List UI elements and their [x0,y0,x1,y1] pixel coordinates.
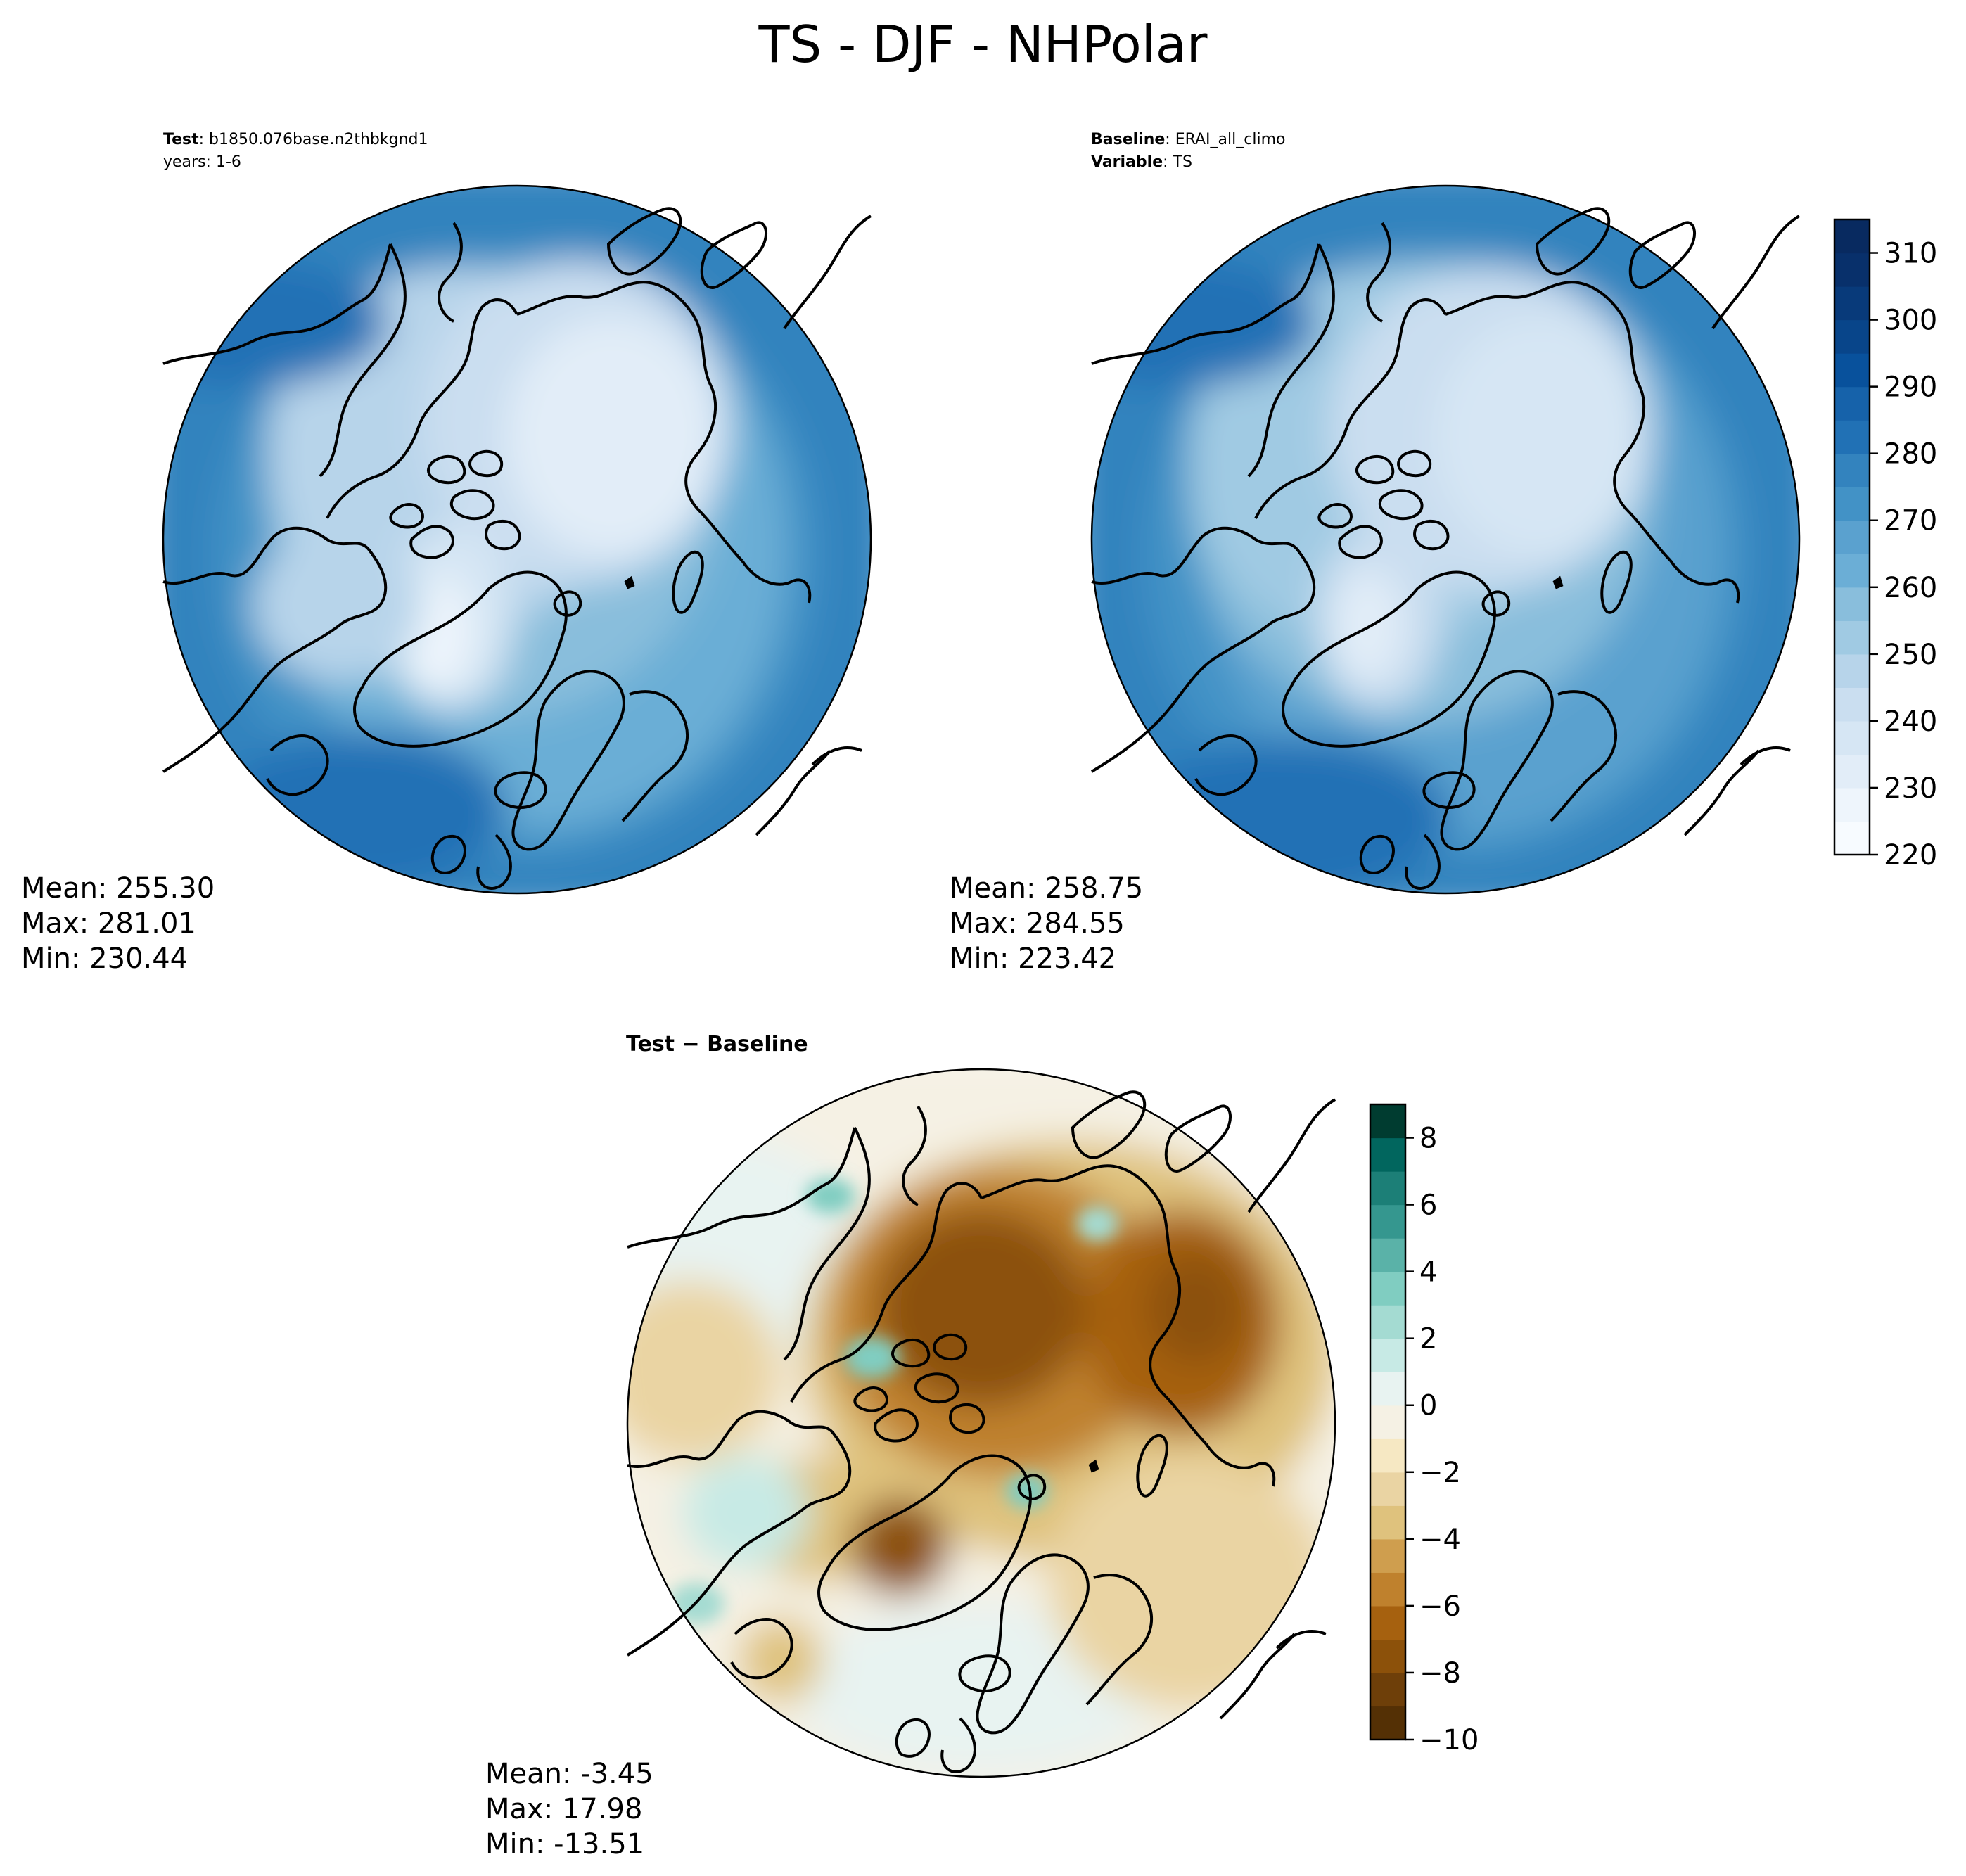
difference-panel-title: Test − Baseline [626,1030,808,1059]
ts-colorbar-swatch [1834,353,1870,388]
ts-colorbar-swatch [1834,487,1870,521]
test-case-name: b1850.076base.n2thbkgnd1 [209,131,428,148]
test-map [162,184,872,895]
difference-colorbar-swatch [1370,1405,1405,1439]
ts-colorbar-swatch [1834,687,1870,722]
ts-colorbar-swatch [1834,653,1870,688]
ts-colorbar-swatch [1834,386,1870,421]
ts-colorbar-swatch [1834,286,1870,321]
difference-colorbar-tick-label: −8 [1419,1657,1461,1690]
difference-colorbar-swatch [1370,1505,1405,1540]
ts-colorbar-tick-label: 240 [1884,706,1937,738]
difference-colorbar-tick-label: −10 [1419,1724,1479,1756]
ts-colorbar-swatch [1834,253,1870,287]
ts-colorbar-swatch [1834,787,1870,822]
ts-colorbar-swatch [1834,754,1870,789]
diff-title-sep: − [675,1032,708,1057]
difference-colorbar-tick-label: 2 [1419,1323,1437,1355]
baseline-case-name: ERAI_all_climo [1175,131,1286,148]
difference-colorbar-swatch [1370,1204,1405,1239]
test-panel-header: Test: b1850.076base.n2thbkgnd1 years: 1-… [163,129,428,174]
difference-colorbar-swatch [1370,1706,1405,1740]
difference-map [626,1068,1336,1778]
ts-colorbar-tick-label: 300 [1884,305,1937,337]
ts-colorbar-tick-label: 280 [1884,438,1937,471]
ts-colorbar-tick-label: 220 [1884,839,1937,872]
difference-colorbar-swatch [1370,1438,1405,1473]
test-stats: Mean: 255.30 Max: 281.01 Min: 230.44 [21,871,215,976]
test-min: Min: 230.44 [21,943,189,975]
test-years: years: 1-6 [163,153,241,171]
ts-colorbar-swatch [1834,520,1870,554]
difference-colorbar-swatch [1370,1137,1405,1172]
test-max: Max: 281.01 [21,907,196,940]
difference-colorbar-swatch [1370,1305,1405,1339]
ts-colorbar-tick-label: 290 [1884,371,1937,404]
difference-colorbar-swatch [1370,1672,1405,1707]
baseline-max: Max: 284.55 [950,907,1125,940]
test-label-prefix: Test [163,131,199,148]
difference-stats: Mean: -3.45 Max: 17.98 Min: -13.51 [485,1756,653,1862]
baseline-panel-header: Baseline: ERAI_all_climo Variable: TS [1091,131,1286,171]
baseline-label-prefix: Baseline [1091,131,1166,148]
difference-colorbar-frame [1369,1103,1407,1741]
ts-colorbar-swatch [1834,821,1870,855]
figure-title: TS - DJF - NHPolar [758,15,1208,74]
difference-colorbar-tick-label: 4 [1419,1256,1437,1289]
diff-title-baseline: Baseline [707,1032,808,1057]
test-mean: Mean: 255.30 [21,872,215,905]
ts-colorbar-swatch [1834,420,1870,454]
ts-colorbar-tick-label: 230 [1884,772,1937,805]
difference-colorbar-tick-label: −2 [1419,1457,1461,1489]
difference-colorbar-swatch [1370,1372,1405,1406]
ts-colorbar-swatch [1834,219,1870,254]
ts-colorbar-tick-label: 310 [1884,238,1937,270]
difference-colorbar-tick-label: 6 [1419,1189,1437,1222]
difference-colorbar-swatch [1370,1271,1405,1306]
difference-colorbar-swatch [1370,1472,1405,1506]
ts-colorbar-tick-label: 250 [1884,639,1937,671]
difference-colorbar-swatch [1370,1171,1405,1206]
baseline-min: Min: 223.42 [950,943,1117,975]
ts-colorbar-swatch [1834,554,1870,588]
difference-mean: Mean: -3.45 [485,1758,653,1790]
ts-colorbar-frame [1833,218,1871,856]
ts-colorbar-swatch [1834,453,1870,487]
difference-colorbar-swatch [1370,1605,1405,1640]
variable-label-prefix: Variable [1091,153,1163,171]
ts-colorbar: 220 230 240 250 260 270 280 290 300 310 [1833,218,1937,872]
difference-colorbar-swatch [1370,1639,1405,1673]
baseline-map [1090,184,1801,895]
baseline-stats: Mean: 258.75 Max: 284.55 Min: 223.42 [950,871,1143,976]
ts-colorbar-tick-label: 260 [1884,572,1937,604]
difference-colorbar-tick-label: 8 [1419,1123,1437,1155]
ts-colorbar-swatch [1834,319,1870,354]
difference-colorbar-tick-label: 0 [1419,1390,1437,1422]
ts-colorbar-swatch [1834,620,1870,655]
variable-name: TS [1173,153,1192,171]
difference-colorbar-tick-label: −4 [1419,1524,1461,1556]
difference-colorbar-swatch [1370,1238,1405,1272]
ts-colorbar-swatch [1834,587,1870,621]
difference-colorbar-swatch [1370,1338,1405,1372]
difference-min: Min: -13.51 [485,1828,645,1861]
difference-colorbar-tick-label: −6 [1419,1590,1461,1623]
ts-colorbar-swatch [1834,720,1870,755]
difference-max: Max: 17.98 [485,1793,643,1825]
difference-colorbar-swatch [1370,1104,1405,1139]
difference-colorbar-swatch [1370,1538,1405,1573]
difference-colorbar: −10 −8 −6 −4 −2 0 2 4 6 8 [1369,1103,1479,1756]
baseline-mean: Mean: 258.75 [950,872,1144,905]
diff-title-test: Test [626,1032,675,1057]
difference-colorbar-swatch [1370,1572,1405,1607]
ts-colorbar-tick-label: 270 [1884,505,1937,537]
